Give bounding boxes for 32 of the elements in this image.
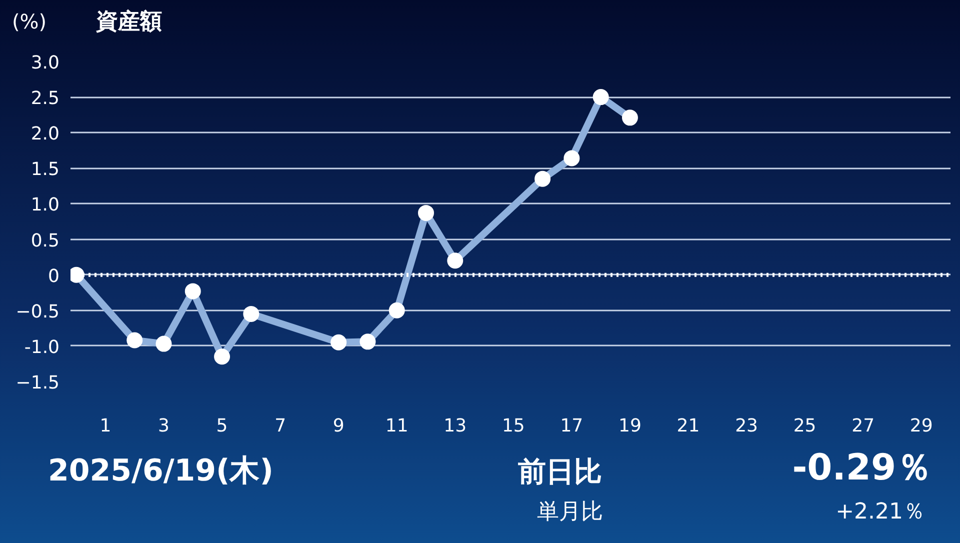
y-tick-label: −1.5 [16,372,60,394]
y-tick-label: 1.0 [30,194,60,216]
y-tick-label: 2.5 [30,88,60,110]
text: -0.29％ [792,446,932,490]
text: 前日比 [518,454,602,490]
text: 単月比 [537,498,603,526]
y-tick-label: -1.0 [24,336,60,358]
x-tick-label: 25 [793,416,816,436]
x-tick-label: 21 [676,416,700,436]
x-tick-label: 23 [735,416,758,436]
y-tick-label: −0.5 [16,301,60,322]
y-axis-title: (%) [12,8,47,36]
chart-title: 資産額 [96,8,162,36]
x-tick-label: 7 [274,416,286,436]
y-tick-label: 0 [48,266,60,287]
x-tick-label: 15 [502,416,525,436]
x-tick-label: 1 [100,416,112,436]
x-tick-label: 17 [560,416,584,436]
x-tick-label: 29 [910,416,933,436]
y-tick-label: 0.5 [30,230,60,252]
x-tick-label: 13 [444,416,467,436]
x-tick-label: 5 [216,416,228,436]
y-tick-label: 2.0 [30,124,60,145]
y-tick-label: 1.5 [30,159,60,180]
x-tick-label: 27 [852,416,875,436]
x-tick-label: 9 [332,416,344,436]
y-tick-label: 3.0 [30,52,60,74]
text: +2.21％ [836,498,925,526]
x-tick-label: 3 [158,416,170,436]
x-tick-label: 11 [385,416,408,436]
x-tick-label: 19 [618,416,642,436]
text: 2025/6/19(木) [48,452,274,491]
